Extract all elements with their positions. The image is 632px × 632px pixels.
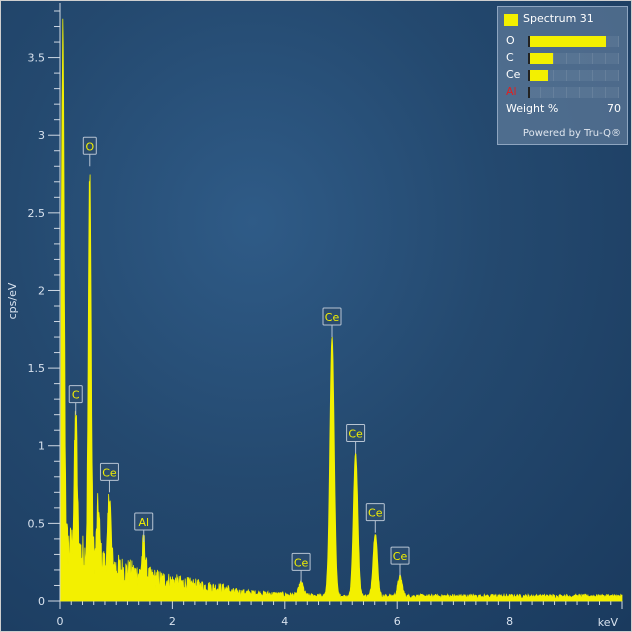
peak-label-text: O [85, 140, 94, 153]
peak-label: O [82, 136, 97, 167]
peak-label: Ce [291, 552, 311, 583]
y-tick-label: 1 [38, 440, 45, 453]
legend-element-row: O [506, 34, 624, 50]
element-weight-bar [528, 87, 530, 98]
legend-element-row: Ce [506, 68, 624, 84]
powered-by-label: Powered by Tru-Q® [522, 128, 621, 139]
element-symbol: O [506, 34, 515, 47]
peak-label-text: C [72, 389, 80, 402]
y-tick-label: 3 [38, 129, 45, 142]
peak-label: Ce [322, 307, 342, 338]
x-tick-label: 0 [57, 615, 64, 628]
peak-label: Ce [99, 462, 119, 493]
peak-label: Al [134, 512, 154, 542]
element-weight-track [528, 36, 619, 47]
peak-label-text: Ce [348, 428, 363, 441]
peak-label: Ce [390, 546, 410, 577]
peak-label-text: Ce [393, 550, 408, 563]
x-tick-label: 6 [394, 615, 401, 628]
legend-panel: Spectrum 31 O C Ce Al Weight % 70 Powered b… [497, 6, 628, 145]
x-tick-label: 4 [281, 615, 288, 628]
peak-label-text: Ce [102, 466, 117, 479]
element-symbol: Ce [506, 68, 521, 81]
peak-label: Ce [365, 503, 385, 533]
y-axis-title: cps/eV [6, 282, 19, 319]
element-weight-track [528, 70, 619, 81]
series-swatch [504, 14, 518, 26]
y-axis: 0 0.5 1 1.5 2 2.5 3 3.5 [28, 3, 61, 608]
peak-label-text: Al [138, 516, 149, 529]
peak-label-text: Ce [325, 311, 340, 324]
y-tick-label: 0 [38, 595, 45, 608]
legend-title: Spectrum 31 [523, 12, 594, 25]
peak-label-text: Ce [294, 556, 309, 569]
element-weight-bar [528, 70, 549, 81]
spectrum-series [60, 18, 623, 602]
legend-element-row: C [506, 51, 624, 67]
element-symbol: C [506, 51, 514, 64]
x-axis-title: keV [598, 616, 619, 629]
element-weight-bar [528, 36, 607, 47]
peak-label: C [68, 385, 83, 415]
x-axis: 0 2 4 6 8 [57, 600, 623, 628]
element-symbol: Al [506, 85, 517, 98]
y-tick-label: 2.5 [28, 207, 46, 220]
weight-label: Weight % [506, 102, 559, 115]
peak-label: Ce [346, 424, 366, 454]
weight-max: 70 [607, 102, 621, 115]
y-tick-label: 1.5 [28, 362, 46, 375]
element-weight-bar [528, 53, 554, 64]
element-weight-track [528, 53, 619, 64]
peak-labels: C O Ce Al Ce Ce Ce Ce Ce [68, 136, 410, 583]
y-tick-label: 3.5 [28, 52, 46, 65]
element-weight-track [528, 87, 619, 98]
legend-element-row: Al [506, 85, 624, 101]
x-tick-label: 8 [506, 615, 513, 628]
peak-label-text: Ce [368, 507, 383, 520]
x-tick-label: 2 [169, 615, 176, 628]
y-tick-label: 0.5 [28, 517, 46, 530]
y-tick-label: 2 [38, 284, 45, 297]
